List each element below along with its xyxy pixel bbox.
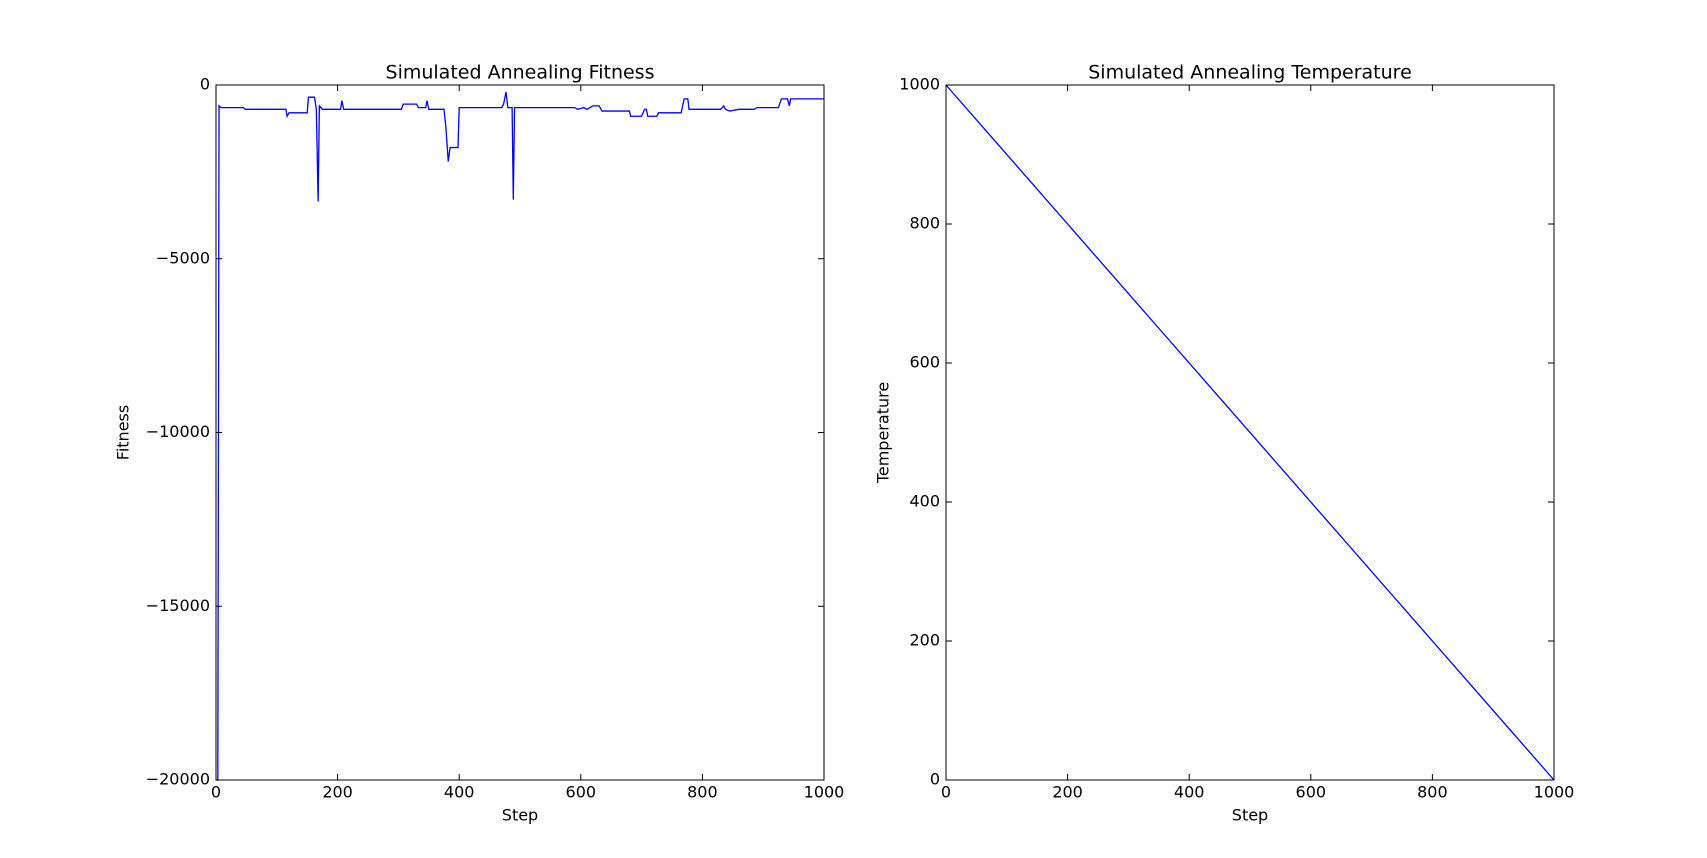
x-tick-label: 800	[687, 783, 718, 802]
x-tick-label: 1000	[804, 783, 845, 802]
x-tick-label: 800	[1417, 783, 1448, 802]
x-tick-label: 400	[1174, 783, 1205, 802]
x-axis-label: Step	[1232, 806, 1268, 825]
y-axis-label: Fitness	[114, 405, 133, 460]
y-tick-label: −15000	[146, 596, 210, 615]
y-tick-label: 200	[909, 631, 940, 650]
x-tick-label: 600	[1296, 783, 1327, 802]
x-axis-label: Step	[502, 806, 538, 825]
y-tick-label: 800	[909, 214, 940, 233]
y-tick-label: −5000	[156, 248, 210, 267]
y-tick-label: 400	[909, 492, 940, 511]
y-tick-label: 600	[909, 353, 940, 372]
y-axis-label: Temperature	[874, 382, 893, 484]
x-tick-label: 0	[211, 783, 221, 802]
x-tick-label: 200	[322, 783, 353, 802]
chart-title: Simulated Annealing Temperature	[1088, 62, 1412, 84]
data-line	[216, 91, 824, 781]
x-tick-label: 1000	[1534, 783, 1575, 802]
chart-title: Simulated Annealing Fitness	[386, 62, 655, 84]
y-tick-label: 1000	[899, 75, 940, 94]
y-tick-label: 0	[930, 770, 940, 789]
data-line	[945, 84, 1555, 781]
y-tick-label: 0	[200, 75, 210, 94]
x-tick-label: 0	[941, 783, 951, 802]
y-tick-label: −20000	[146, 770, 210, 789]
plot-frame	[945, 84, 1555, 781]
y-tick-label: −10000	[146, 422, 210, 441]
x-tick-label: 400	[444, 783, 475, 802]
x-tick-label: 200	[1052, 783, 1083, 802]
plot-frame	[215, 84, 825, 781]
x-tick-label: 600	[566, 783, 597, 802]
